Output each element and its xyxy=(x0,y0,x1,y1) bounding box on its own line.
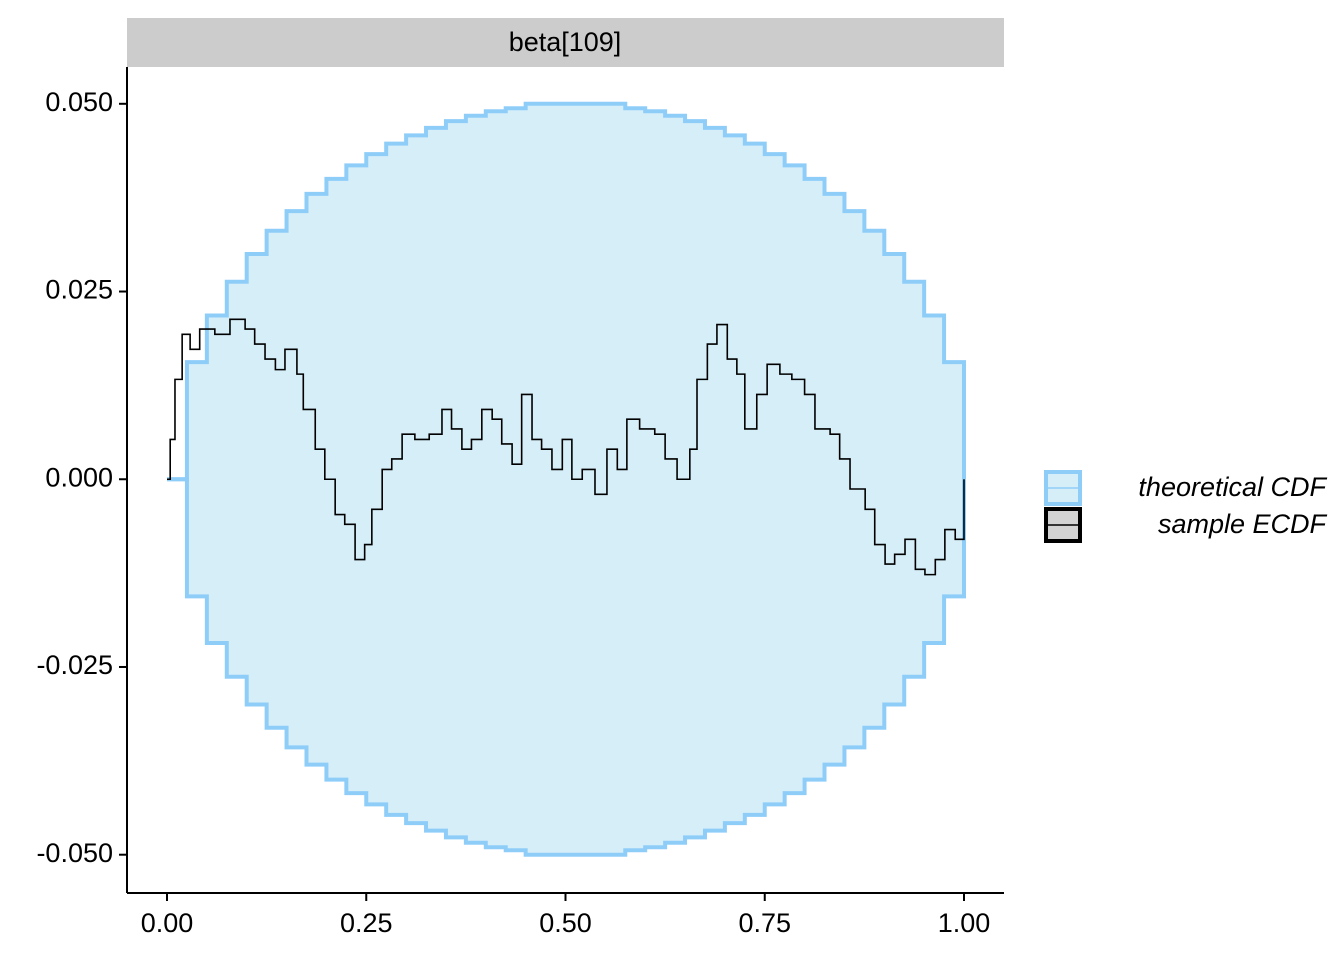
band-area xyxy=(167,103,964,855)
x-tick-label: 0.00 xyxy=(141,908,194,938)
strip-title: beta[109] xyxy=(509,27,622,57)
y-tick-label: -0.025 xyxy=(36,650,113,680)
x-tick-label: 1.00 xyxy=(938,908,991,938)
x-tick-label: 0.75 xyxy=(738,908,791,938)
x-tick-label: 0.50 xyxy=(539,908,592,938)
strip xyxy=(127,18,1004,67)
y-tick-label: -0.050 xyxy=(36,838,113,868)
legend-label: theoretical CDF xyxy=(1138,472,1327,502)
y-tick-label: 0.050 xyxy=(45,87,113,117)
y-tick-label: 0.025 xyxy=(45,275,113,305)
legend-label: sample ECDF xyxy=(1158,509,1328,539)
x-tick-label: 0.25 xyxy=(340,908,393,938)
band-upper xyxy=(167,101,966,482)
y-tick-label: 0.000 xyxy=(45,462,113,492)
ecdf-line xyxy=(167,318,965,576)
band-lower xyxy=(167,477,966,857)
